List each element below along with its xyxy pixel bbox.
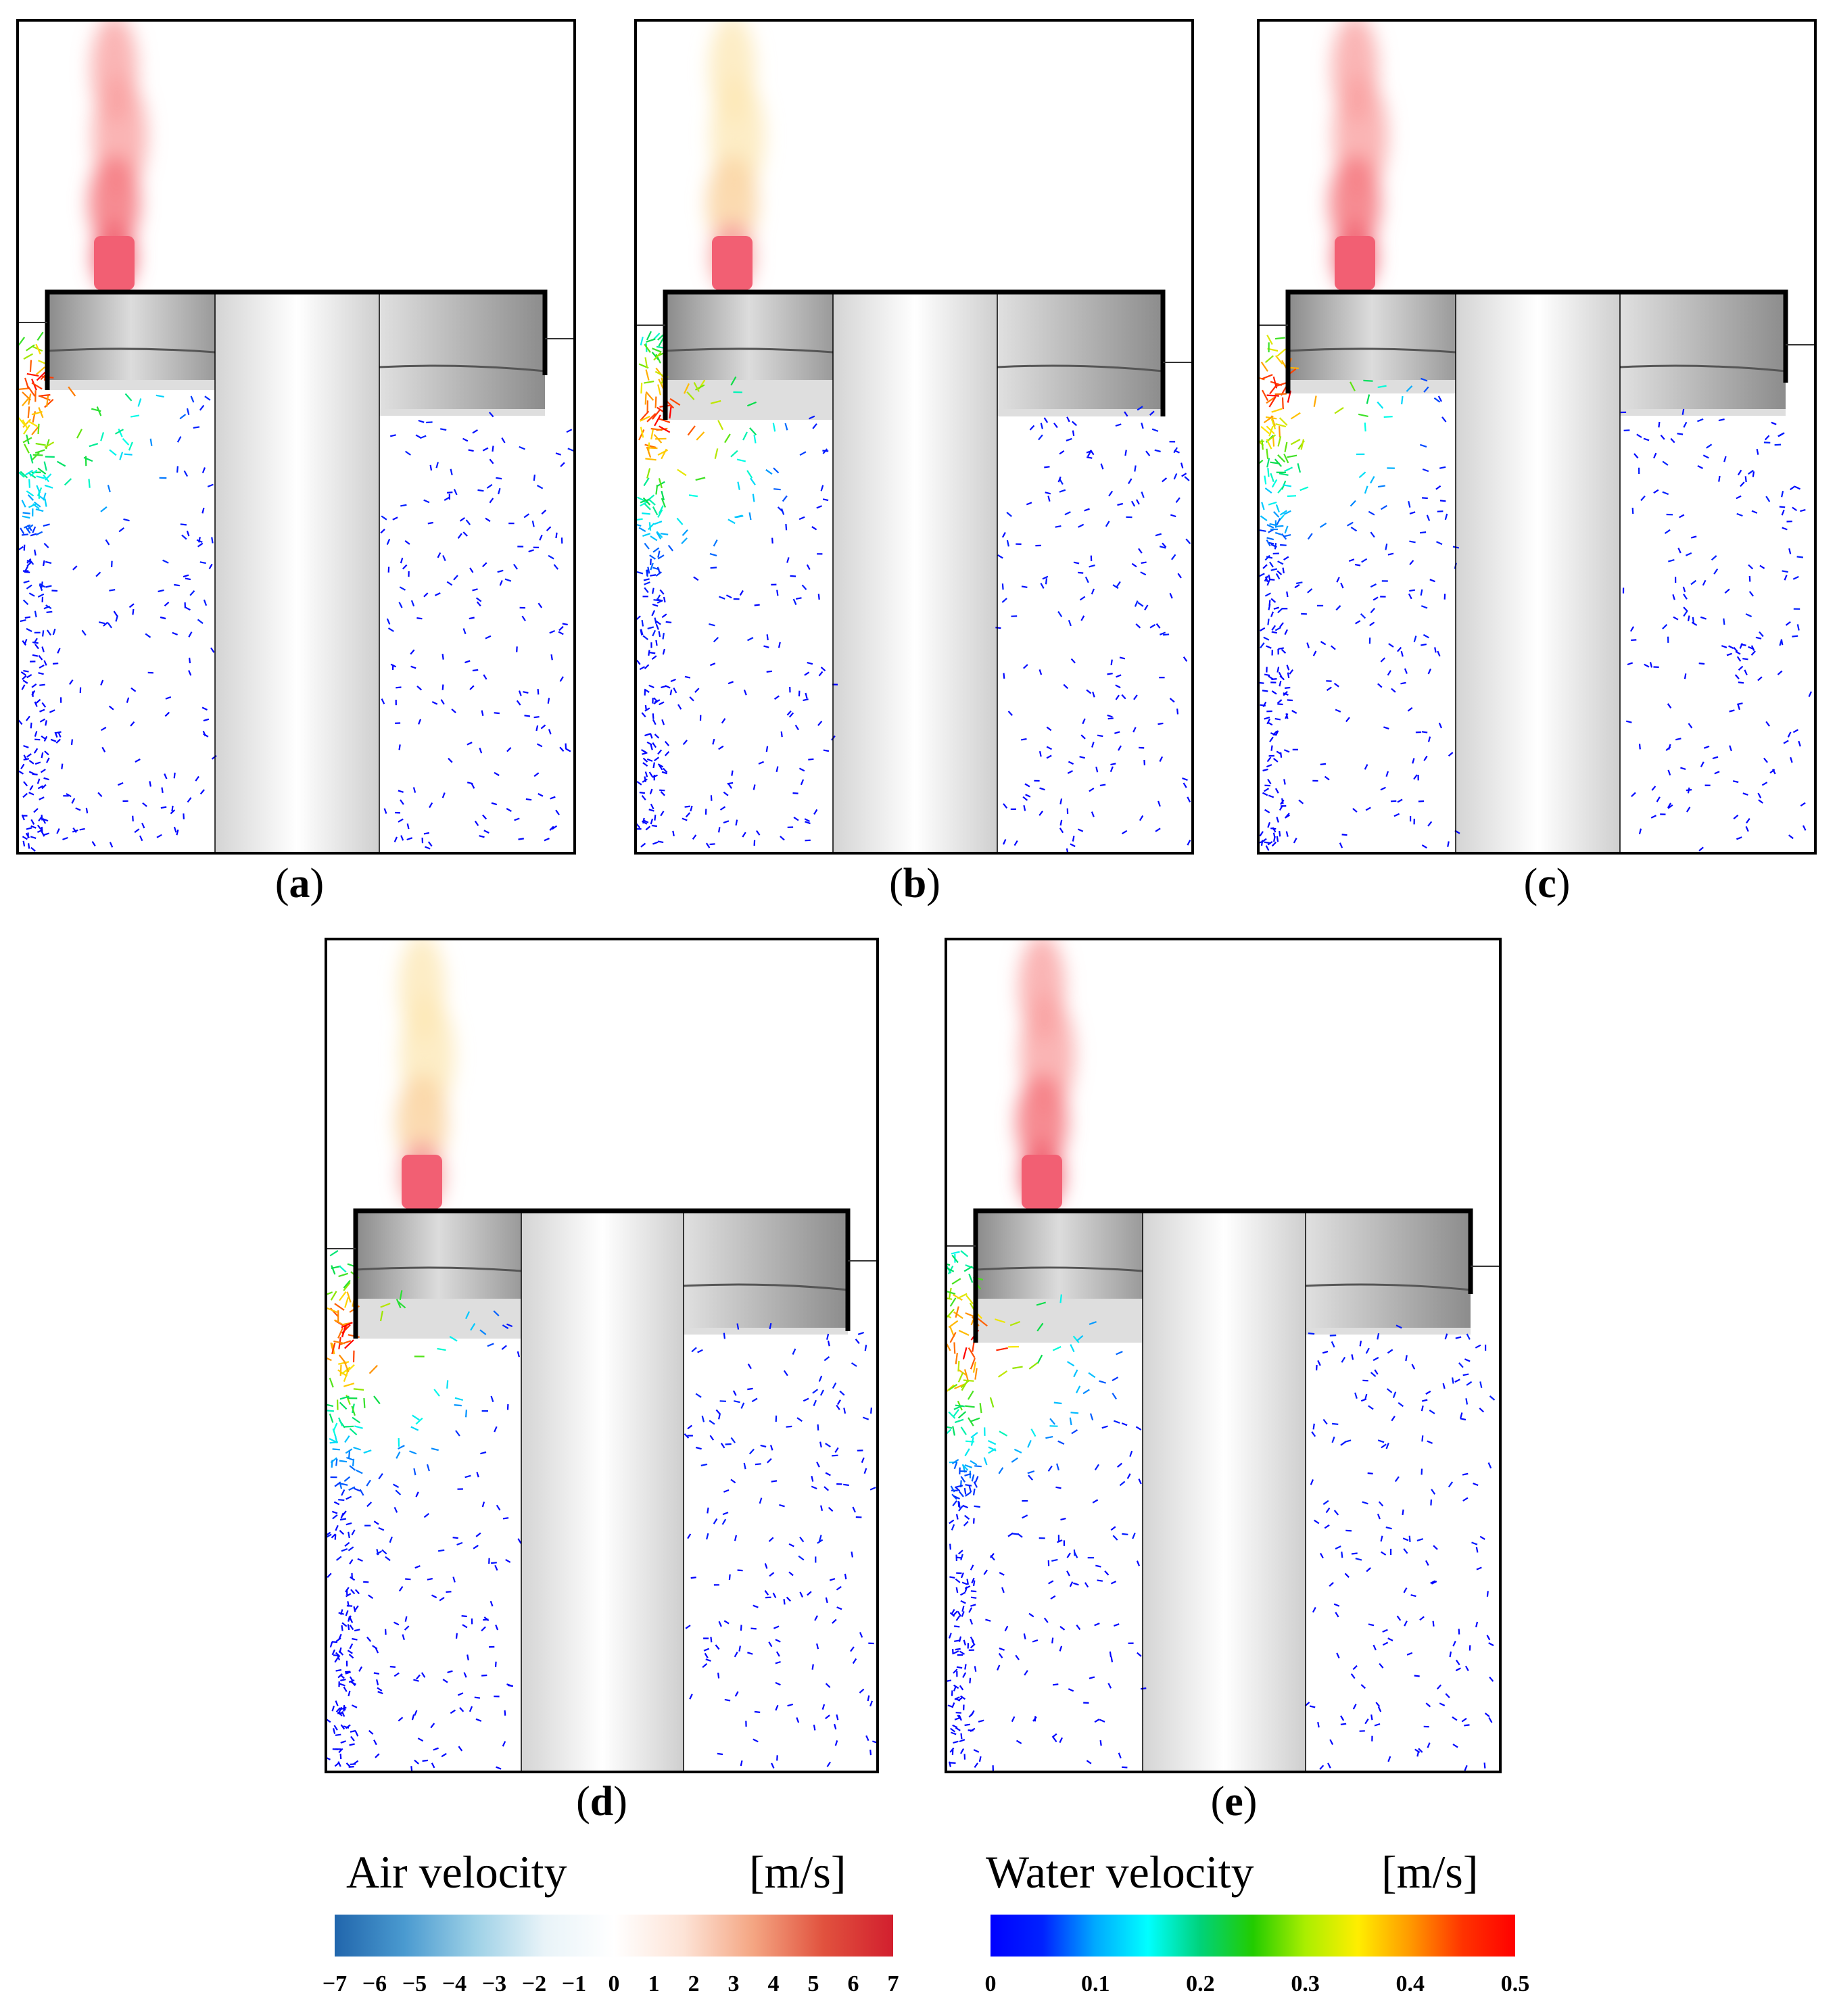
floating-box-outline bbox=[353, 1208, 851, 1339]
tick-label: −5 bbox=[402, 1971, 427, 1996]
water-legend-title: Water velocity bbox=[986, 1846, 1254, 1898]
simulation-panel-d bbox=[325, 938, 879, 1773]
inner-free-surface-right bbox=[1619, 364, 1786, 373]
floating-cylinders bbox=[356, 1211, 848, 1771]
tick-label: 0.1 bbox=[1080, 1971, 1110, 1996]
smoke-core bbox=[402, 1155, 442, 1209]
inner-free-surface-right bbox=[1305, 1283, 1471, 1291]
smoke-core bbox=[1022, 1155, 1062, 1209]
simulation-panel-b bbox=[634, 19, 1194, 855]
tick-label: 0 bbox=[608, 1971, 620, 1996]
water-left-outer bbox=[327, 1246, 356, 1771]
tick-label: 3 bbox=[727, 1971, 740, 1996]
floating-box-outline bbox=[1285, 289, 1788, 393]
water-velocity-vectors bbox=[325, 1249, 878, 1772]
floating-box-outline bbox=[663, 289, 1166, 420]
panel-d bbox=[325, 938, 879, 1773]
caption-d-letter: d bbox=[590, 1779, 614, 1825]
caption-a: (a) bbox=[275, 861, 325, 907]
water-velocity-colorbar bbox=[991, 1915, 1515, 1957]
simulation-panel-a bbox=[16, 19, 576, 855]
inner-free-surface-right bbox=[379, 364, 546, 373]
smoke-core bbox=[712, 236, 753, 290]
caption-e: (e) bbox=[1210, 1779, 1258, 1825]
panel-b bbox=[634, 19, 1194, 855]
water-legend-unit: [m/s] bbox=[1381, 1846, 1479, 1898]
simulation-panel-c bbox=[1257, 19, 1817, 855]
panel-c bbox=[1257, 19, 1817, 855]
water-velocity-vectors bbox=[16, 331, 574, 852]
inner-free-surface-left bbox=[1287, 347, 1456, 354]
floating-cylinders bbox=[976, 1211, 1471, 1771]
inner-free-surface-right bbox=[997, 364, 1164, 373]
tick-label: 2 bbox=[688, 1971, 700, 1996]
tick-label: 0.3 bbox=[1291, 1971, 1320, 1996]
tick-label: −4 bbox=[442, 1971, 467, 1996]
tick-label: 7 bbox=[887, 1971, 899, 1996]
caption-a-letter: a bbox=[289, 861, 310, 907]
tick-label: −7 bbox=[322, 1971, 348, 1996]
caption-c: (c) bbox=[1523, 861, 1571, 907]
panel-e bbox=[945, 938, 1502, 1773]
simulation-panel-e bbox=[945, 938, 1502, 1773]
water-left-outer bbox=[637, 322, 665, 852]
water-velocity-vectors bbox=[634, 331, 1191, 855]
inner-free-surface-left bbox=[355, 1266, 522, 1272]
tick-label: 6 bbox=[847, 1971, 859, 1996]
caption-d: (d) bbox=[576, 1779, 627, 1825]
tick-label: −3 bbox=[481, 1971, 507, 1996]
smoke-plume bbox=[707, 19, 765, 292]
tick-label: 1 bbox=[648, 1971, 660, 1996]
air-velocity-colorbar bbox=[335, 1915, 893, 1957]
tick-label: −1 bbox=[561, 1971, 587, 1996]
inner-free-surface-left bbox=[975, 1266, 1143, 1272]
tick-label: 0.5 bbox=[1500, 1971, 1530, 1996]
air-legend-title: Air velocity bbox=[346, 1846, 567, 1898]
floating-cylinders bbox=[1288, 292, 1786, 852]
caption-e-letter: e bbox=[1224, 1779, 1243, 1825]
caption-c-letter: c bbox=[1537, 861, 1556, 907]
tick-label: 5 bbox=[807, 1971, 819, 1996]
water-velocity-vectors bbox=[1257, 335, 1812, 852]
tick-label: −6 bbox=[362, 1971, 387, 1996]
tick-label: 0.4 bbox=[1395, 1971, 1425, 1996]
inner-free-surface-left bbox=[665, 347, 834, 354]
floating-cylinders bbox=[665, 292, 1163, 852]
tick-label: 4 bbox=[767, 1971, 780, 1996]
smoke-core bbox=[94, 236, 135, 290]
smoke-core bbox=[1335, 236, 1375, 290]
water-left-outer bbox=[1260, 322, 1288, 852]
water-left-outer bbox=[19, 320, 47, 852]
caption-b: (b) bbox=[889, 861, 940, 907]
floating-box-outline bbox=[973, 1208, 1473, 1343]
inner-free-surface-left bbox=[47, 347, 216, 354]
floating-cylinders bbox=[47, 292, 545, 852]
air-legend-unit: [m/s] bbox=[749, 1846, 846, 1898]
smoke-plume bbox=[1016, 938, 1074, 1211]
tick-label: 0.2 bbox=[1186, 1971, 1215, 1996]
tick-label: 0 bbox=[984, 1971, 997, 1996]
tick-label: −2 bbox=[521, 1971, 547, 1996]
caption-b-letter: b bbox=[903, 861, 927, 907]
inner-free-surface-right bbox=[683, 1283, 849, 1291]
floating-box-outline bbox=[45, 289, 548, 390]
panel-a bbox=[16, 19, 576, 855]
